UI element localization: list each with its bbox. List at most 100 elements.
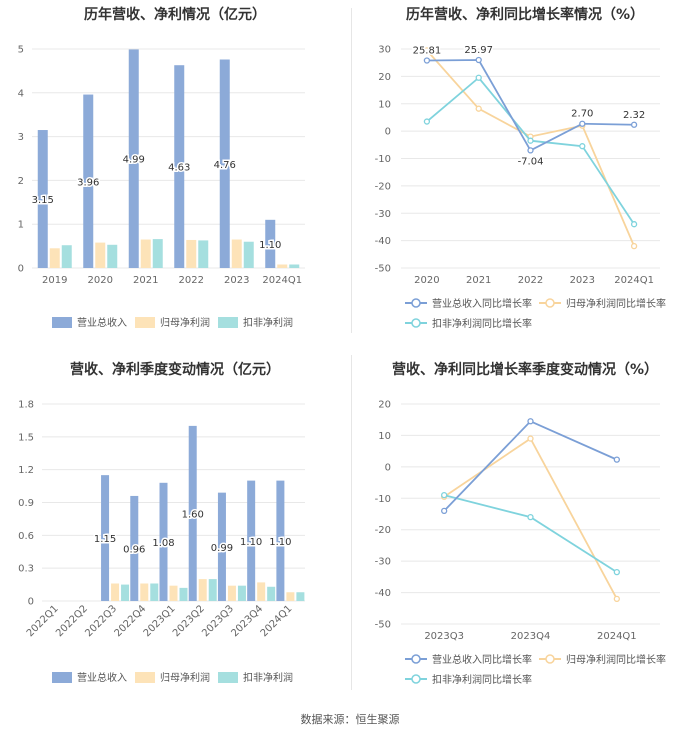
annual-bar-chart: 0 1 2 3 4 5 2019 3.15 2020 3.96 2021 4.99 2022 4.63 20… <box>18 45 305 329</box>
data-label: 1.08 <box>152 538 174 549</box>
panel-divider-top <box>351 8 352 333</box>
bar-deducted-profit <box>296 592 305 601</box>
x-tick-label: 2021 <box>133 275 158 286</box>
bar-revenue <box>276 480 285 601</box>
y-tick-label: 30 <box>378 45 391 56</box>
bar-deducted-profit <box>267 586 276 601</box>
data-label: 1.10 <box>259 240 281 251</box>
x-tick-label: 2024Q1 <box>614 275 654 286</box>
chart-title: 历年营收、净利同比增长率情况（%） <box>405 7 645 23</box>
line-revenue-growth <box>443 420 618 512</box>
legend-swatch <box>135 317 155 328</box>
bar-revenue <box>130 495 139 601</box>
legend-label: 营业总收入 <box>77 316 127 329</box>
x-tick-label: 2020 <box>88 275 113 286</box>
x-tick-label: 2022 <box>518 275 543 286</box>
chart-title: 营收、净利季度变动情况（亿元） <box>70 362 280 378</box>
bar-deducted-profit <box>208 579 217 601</box>
line-deducted-profit-growth <box>443 494 618 573</box>
point-net-profit-growth <box>613 595 620 603</box>
data-label: 25.97 <box>464 45 493 56</box>
bar-revenue <box>83 94 94 268</box>
legend-label: 归母净利润同比增长率 <box>566 653 666 666</box>
bar-net-profit <box>111 583 120 601</box>
legend-marker <box>411 298 421 308</box>
point-revenue-growth <box>441 507 448 515</box>
y-tick-label: 1.5 <box>18 432 34 443</box>
bar-revenue <box>37 130 48 268</box>
point-net-profit-growth <box>423 47 431 54</box>
data-label: 2.70 <box>571 109 593 120</box>
legend-label: 扣非净利润 <box>243 671 293 684</box>
bar-deducted-profit <box>121 584 130 601</box>
y-tick-label: -10 <box>375 494 391 505</box>
point-deducted-profit-growth <box>579 143 586 150</box>
point-deducted-profit-growth <box>475 74 482 81</box>
chart-title: 历年营收、净利情况（亿元） <box>84 7 266 23</box>
point-revenue-growth <box>613 456 620 463</box>
y-tick-label: -50 <box>375 620 391 631</box>
data-label: 25.81 <box>413 45 442 56</box>
data-label: 1.60 <box>182 509 204 520</box>
data-label: -7.04 <box>518 156 544 167</box>
x-tick-label: 2023Q4 <box>511 631 551 642</box>
x-tick-label: 2023 <box>570 275 595 286</box>
legend-label: 营业总收入 <box>77 671 127 684</box>
bar-net-profit <box>140 583 149 601</box>
point-net-profit-growth <box>475 105 482 112</box>
point-revenue-growth <box>579 120 586 127</box>
bar-net-profit <box>95 242 106 268</box>
bar-net-profit <box>231 239 242 268</box>
y-tick-label: 3 <box>18 132 24 143</box>
bar-revenue <box>247 480 256 601</box>
data-label: 0.96 <box>123 544 145 555</box>
bar-net-profit <box>286 592 295 601</box>
y-tick-label: -40 <box>375 236 391 247</box>
data-source-note: 数据来源：恒生聚源 <box>300 713 400 726</box>
legend-label: 归母净利润 <box>160 671 210 684</box>
y-tick-label: 0.6 <box>18 531 34 542</box>
x-tick-label: 2024Q1 <box>597 631 637 642</box>
bar-net-profit <box>277 264 288 268</box>
data-label: 3.96 <box>77 177 99 188</box>
bar-deducted-profit <box>61 245 72 268</box>
quarterly-bar-chart: 00.30.60.91.21.51.82022Q12022Q22022Q31.1… <box>18 400 305 684</box>
bar-deducted-profit <box>198 240 209 268</box>
legend-label: 扣非净利润同比增长率 <box>432 317 532 330</box>
data-label: 1.10 <box>269 537 291 548</box>
legend-marker <box>545 654 555 664</box>
point-deducted-profit-growth <box>527 137 534 144</box>
panel-divider-bottom <box>351 355 352 690</box>
y-tick-label: -30 <box>375 209 391 220</box>
x-tick-label: 2024Q1 <box>259 603 295 639</box>
annual-bar-panel: 历年营收、净利情况（亿元） 0 1 2 3 4 5 2019 3.15 2020 3.96 2021… <box>0 0 350 345</box>
legend-marker <box>411 318 421 328</box>
quarterly-growth-line-chart: 20 10 0 -10 -20 -30 -40 -50 2023Q3 2023Q4 2024Q1 营业… <box>375 400 666 687</box>
bar-deducted-profit <box>179 587 188 601</box>
bar-revenue <box>217 492 226 601</box>
legend-marker <box>411 654 421 664</box>
y-tick-label: 5 <box>18 45 24 56</box>
y-tick-label: -30 <box>375 557 391 568</box>
point-deducted-profit-growth <box>630 221 638 228</box>
data-label: 4.76 <box>214 160 236 171</box>
chart-title: 营收、净利同比增长率季度变动情况（%） <box>391 362 659 378</box>
bar-revenue <box>188 425 197 601</box>
legend-label: 营业总收入同比增长率 <box>432 297 532 310</box>
y-tick-label: 0 <box>28 597 34 608</box>
bar-net-profit <box>169 585 178 601</box>
point-net-profit-growth <box>630 242 638 250</box>
legend-swatch <box>52 672 72 683</box>
y-tick-label: 4 <box>18 88 24 99</box>
y-tick-label: 0 <box>385 127 391 138</box>
point-revenue-growth <box>475 56 482 64</box>
bar-revenue <box>159 482 168 601</box>
point-revenue-growth <box>630 121 638 128</box>
quarterly-bar-panel: 营收、净利季度变动情况（亿元） 0 0.3 0.6 0.9 1.2 1.5 1.8 2022Q… <box>0 350 350 700</box>
bar-deducted-profit <box>289 264 300 268</box>
y-tick-label: 1.8 <box>18 400 34 411</box>
y-tick-label: 0 <box>18 264 24 275</box>
y-tick-label: 0.9 <box>18 498 34 509</box>
point-deducted-profit-growth <box>527 513 534 521</box>
bar-deducted-profit <box>152 239 163 268</box>
